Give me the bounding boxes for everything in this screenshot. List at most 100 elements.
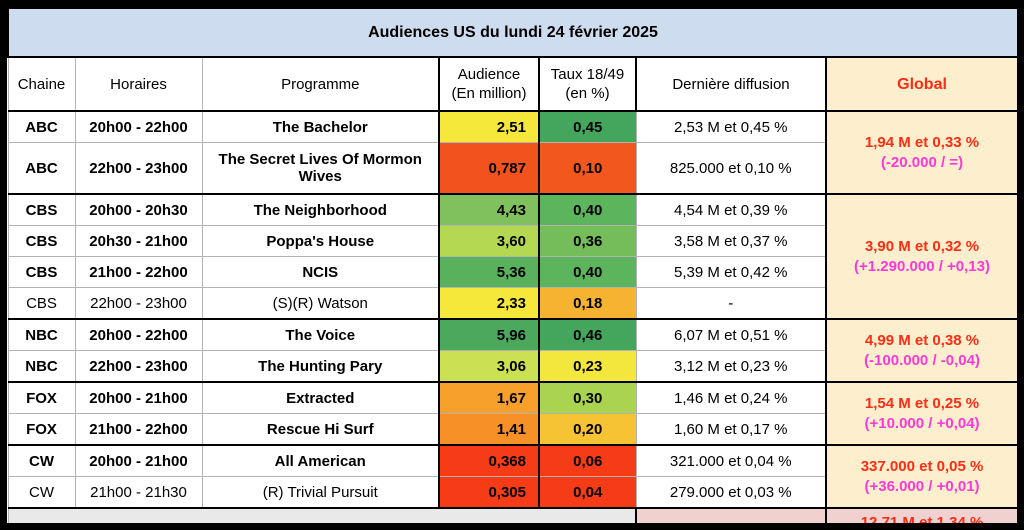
chaine-cell: FOX xyxy=(7,413,76,446)
table-row: FOX 21h00 - 22h00 Rescue Hi Surf 1,41 0,… xyxy=(7,413,1017,446)
programme-cell: The Voice xyxy=(201,318,440,351)
taux-cell: 0,23 xyxy=(538,350,637,383)
taux-cell: 0,04 xyxy=(538,476,637,509)
programme-cell: Rescue Hi Surf xyxy=(201,413,440,446)
header-taux-line1: Taux 18/49 xyxy=(550,66,625,83)
table-row: ABC 22h00 - 23h00 The Secret Lives Of Mo… xyxy=(7,142,1017,195)
header-horaires: Horaires xyxy=(74,56,203,112)
chaine-cell: CBS xyxy=(7,287,76,320)
header-chaine: Chaine xyxy=(7,56,76,112)
programme-cell: Extracted xyxy=(201,381,440,414)
taux-cell: 0,36 xyxy=(538,225,637,257)
horaires-cell: 20h30 - 21h00 xyxy=(74,225,203,257)
global-line2: (-100.000 / -0,04) xyxy=(864,351,980,369)
programme-cell: (R) Trivial Pursuit xyxy=(201,476,440,509)
header-taux-line2: (en %) xyxy=(565,85,610,102)
global-line1: 3,90 M et 0,32 % xyxy=(864,237,980,255)
title-row: Audiences US du lundi 24 février 2025 xyxy=(7,7,1017,58)
taux-cell: 0,45 xyxy=(538,110,637,143)
global-cell-fox: 1,54 M et 0,25 % (+10.000 / +0,04) xyxy=(824,381,1017,446)
programme-cell: Poppa's House xyxy=(201,225,440,257)
table-row: CBS 20h00 - 20h30 The Neighborhood 4,43 … xyxy=(7,193,1017,320)
derniere-cell: 2,53 M et 0,45 % xyxy=(635,110,827,143)
chaine-cell: CW xyxy=(7,444,76,477)
table-row: NBC 20h00 - 22h00 The Voice 5,96 0,46 6,… xyxy=(7,318,1017,383)
taux-cell: 0,40 xyxy=(538,256,637,288)
programme-cell: NCIS xyxy=(201,256,440,288)
header-audience: Audience (En million) xyxy=(438,56,540,112)
global-cell-abc: 1,94 M et 0,33 % (-20.000 / =) xyxy=(824,110,1017,195)
chaine-cell: CW xyxy=(7,476,76,509)
header-programme: Programme xyxy=(201,56,440,112)
audience-cell: 4,43 xyxy=(438,193,540,226)
chaine-cell: ABC xyxy=(7,110,76,143)
header-global: Global xyxy=(824,56,1017,112)
derniere-cell: 4,54 M et 0,39 % xyxy=(635,193,827,226)
global-line1: 1,94 M et 0,33 % xyxy=(864,133,980,151)
chaine-cell: NBC xyxy=(7,318,76,351)
audience-cell: 2,33 xyxy=(438,287,540,320)
header-derniere: Dernière diffusion xyxy=(635,56,827,112)
horaires-cell: 22h00 - 23h00 xyxy=(74,350,203,383)
audience-cell: 1,67 xyxy=(438,381,540,414)
table-row: CBS 21h00 - 22h00 NCIS 5,36 0,40 5,39 M … xyxy=(7,256,1017,288)
taux-cell: 0,06 xyxy=(538,444,637,477)
audience-cell: 5,36 xyxy=(438,256,540,288)
header-taux: Taux 18/49 (en %) xyxy=(538,56,637,112)
programme-cell: (S)(R) Watson xyxy=(201,287,440,320)
header-audience-line1: Audience xyxy=(457,66,521,83)
derniere-cell: 321.000 et 0,04 % xyxy=(635,444,827,477)
audience-cell: 0,787 xyxy=(438,142,540,195)
global-line1: 337.000 et 0,05 % xyxy=(860,457,984,475)
taux-cell: 0,46 xyxy=(538,318,637,351)
footer-row: Total Big Five 12,71 M et 1,34 % (+1.230… xyxy=(7,507,1017,523)
total-line1: 12,71 M et 1,34 % xyxy=(860,514,984,523)
total-value-cell: 12,71 M et 1,34 % (+1.230.000 / +0,06) xyxy=(824,507,1017,523)
footer-spacer xyxy=(7,507,637,523)
header-audience-line2: (En million) xyxy=(451,85,527,102)
audience-cell: 3,06 xyxy=(438,350,540,383)
horaires-cell: 20h00 - 22h00 xyxy=(74,318,203,351)
audience-cell: 0,305 xyxy=(438,476,540,509)
horaires-cell: 22h00 - 23h00 xyxy=(74,287,203,320)
audience-cell: 0,368 xyxy=(438,444,540,477)
table-frame: Audiences US du lundi 24 février 2025 Ch… xyxy=(7,7,1017,523)
global-cell-nbc: 4,99 M et 0,38 % (-100.000 / -0,04) xyxy=(824,318,1017,383)
header-row: Chaine Horaires Programme Audience (En m… xyxy=(7,56,1017,112)
derniere-cell: - xyxy=(635,287,827,320)
horaires-cell: 20h00 - 20h30 xyxy=(74,193,203,226)
table-row: NBC 22h00 - 23h00 The Hunting Pary 3,06 … xyxy=(7,350,1017,383)
horaires-cell: 21h00 - 22h00 xyxy=(74,413,203,446)
derniere-cell: 5,39 M et 0,42 % xyxy=(635,256,827,288)
audience-cell: 5,96 xyxy=(438,318,540,351)
chaine-cell: CBS xyxy=(7,225,76,257)
chaine-cell: FOX xyxy=(7,381,76,414)
taux-cell: 0,18 xyxy=(538,287,637,320)
table-row: FOX 20h00 - 21h00 Extracted 1,67 0,30 1,… xyxy=(7,381,1017,446)
horaires-cell: 20h00 - 22h00 xyxy=(74,110,203,143)
global-line1: 1,54 M et 0,25 % xyxy=(864,394,980,412)
programme-cell: The Neighborhood xyxy=(201,193,440,226)
global-cell-cbs: 3,90 M et 0,32 % (+1.290.000 / +0,13) xyxy=(824,193,1017,320)
audience-cell: 1,41 xyxy=(438,413,540,446)
chaine-cell: CBS xyxy=(7,256,76,288)
audience-cell: 2,51 xyxy=(438,110,540,143)
derniere-cell: 279.000 et 0,03 % xyxy=(635,476,827,509)
global-cell-cw: 337.000 et 0,05 % (+36.000 / +0,01) xyxy=(824,444,1017,509)
audiences-table: Audiences US du lundi 24 février 2025 Ch… xyxy=(7,7,1017,523)
programme-cell: The Hunting Pary xyxy=(201,350,440,383)
chaine-cell: ABC xyxy=(7,142,76,195)
programme-cell: The Bachelor xyxy=(201,110,440,143)
audience-cell: 3,60 xyxy=(438,225,540,257)
global-line2: (+10.000 / +0,04) xyxy=(864,414,980,432)
table-row: ABC 20h00 - 22h00 The Bachelor 2,51 0,45… xyxy=(7,110,1017,195)
derniere-cell: 1,46 M et 0,24 % xyxy=(635,381,827,414)
horaires-cell: 21h00 - 22h00 xyxy=(74,256,203,288)
horaires-cell: 22h00 - 23h00 xyxy=(74,142,203,195)
programme-cell: All American xyxy=(201,444,440,477)
horaires-cell: 20h00 - 21h00 xyxy=(74,444,203,477)
programme-cell: The Secret Lives Of Mormon Wives xyxy=(201,142,440,195)
derniere-cell: 825.000 et 0,10 % xyxy=(635,142,827,195)
derniere-cell: 1,60 M et 0,17 % xyxy=(635,413,827,446)
global-line2: (+1.290.000 / +0,13) xyxy=(854,257,990,275)
